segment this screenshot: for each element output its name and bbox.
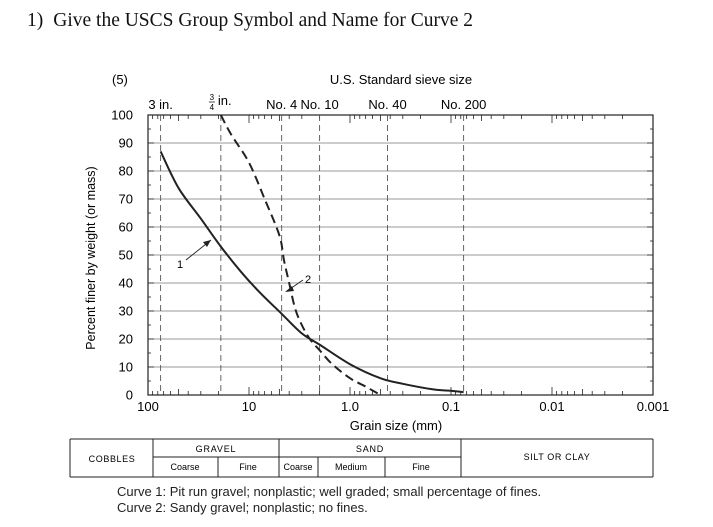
sieve-label-denominator: 4	[210, 103, 215, 112]
caption-curve-1: Curve 1: Pit run gravel; nonplastic; wel…	[117, 484, 542, 499]
cobbles-label: COBBLES	[89, 454, 136, 464]
sieve-labels: 3 in. 34 in. No. 4 No. 10 No. 40 No. 200	[148, 93, 486, 112]
minor-ticks	[147, 114, 654, 396]
sand-fine-label: Fine	[412, 462, 430, 472]
x-tick-label-0.01: 0.01	[539, 399, 564, 414]
sand-medium-label: Medium	[335, 462, 367, 472]
classification-table: COBBLES GRAVEL SAND SILT OR CLAY Coarse …	[69, 438, 654, 478]
curve-2-arrowhead	[285, 286, 294, 292]
curve-1-number: 1	[177, 259, 183, 271]
x-axis-label: Grain size (mm)	[350, 418, 442, 433]
x-tick-labels: 100 10 1.0 0.1 0.01 0.001	[137, 399, 669, 414]
y-tick-label-40: 40	[119, 276, 133, 291]
y-tick-label-10: 10	[119, 360, 133, 375]
figure-label: (5)	[112, 72, 128, 87]
sieve-label-unit: in.	[218, 93, 232, 108]
y-tick-label-60: 60	[119, 220, 133, 235]
sieve-label-3: No. 10	[300, 97, 338, 112]
y-tick-label-100: 100	[111, 108, 133, 123]
caption-curve-2: Curve 2: Sandy gravel; nonplastic; no fi…	[117, 500, 368, 515]
curve-2-number: 2	[305, 274, 311, 286]
y-tick-label-90: 90	[119, 136, 133, 151]
sand-label: SAND	[356, 444, 384, 454]
y-tick-label-30: 30	[119, 304, 133, 319]
sieve-label-5: No. 200	[441, 97, 487, 112]
x-tick-label-1.0: 1.0	[341, 399, 359, 414]
curve-1-arrowhead	[203, 240, 211, 247]
gravel-label: GRAVEL	[196, 444, 237, 454]
sand-coarse-label: Coarse	[283, 462, 312, 472]
gravel-fine-label: Fine	[239, 462, 257, 472]
sieve-label-numerator: 3	[210, 93, 215, 102]
curve-1-label: 1	[177, 239, 212, 271]
sieve-label-1: 34 in.	[208, 93, 232, 112]
x-tick-label-0.001: 0.001	[637, 399, 670, 414]
question-heading: 1) Give the USCS Group Symbol and Name fo…	[27, 10, 473, 32]
curves	[159, 114, 464, 396]
sieve-label-2: No. 4	[266, 97, 297, 112]
chart-top-title: U.S. Standard sieve size	[330, 72, 472, 87]
sieve-label-0: 3 in.	[148, 97, 173, 112]
y-tick-label-70: 70	[119, 192, 133, 207]
y-tick-labels: 0 10 20 30 40 50 60 70 80 90 100	[111, 108, 133, 403]
gravel-coarse-label: Coarse	[170, 462, 199, 472]
y-tick-label-20: 20	[119, 332, 133, 347]
y-tick-label-0: 0	[126, 388, 133, 403]
y-axis-label: Percent finer by weight (or mass)	[84, 166, 98, 349]
curve-2-label: 2	[285, 274, 311, 292]
y-tick-label-50: 50	[119, 248, 133, 263]
grid-lines	[148, 142, 653, 368]
question-number: 1)	[27, 10, 44, 31]
x-tick-label-10: 10	[242, 399, 256, 414]
y-tick-label-80: 80	[119, 164, 133, 179]
x-tick-label-100: 100	[137, 399, 159, 414]
x-tick-label-0.1: 0.1	[442, 399, 460, 414]
curve-1-line	[159, 150, 464, 394]
sieve-lines	[160, 115, 465, 395]
question-text: Give the USCS Group Symbol and Name for …	[53, 10, 473, 31]
silt-clay-label: SILT OR CLAY	[524, 452, 591, 462]
sieve-label-4: No. 40	[368, 97, 406, 112]
